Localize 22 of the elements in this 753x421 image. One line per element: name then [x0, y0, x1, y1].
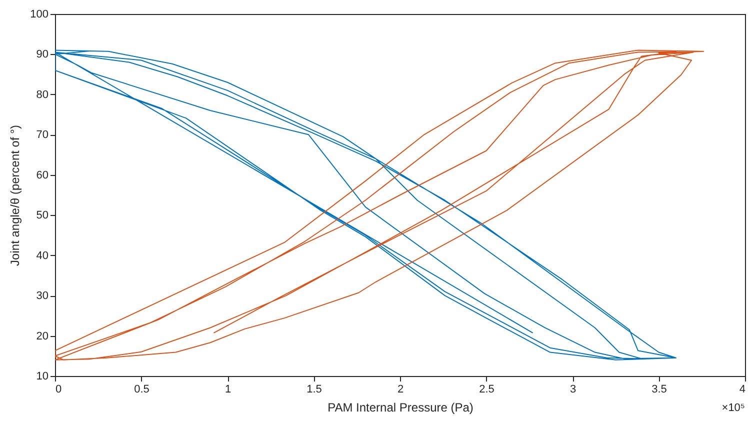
- x-tick-label: 1.5: [306, 384, 322, 396]
- text: ×10⁵: [722, 402, 745, 414]
- x-axis-title: PAM Internal Pressure (Pa): [328, 400, 474, 414]
- x-tick-label: 0.5: [134, 384, 150, 396]
- y-tick-label: 60: [36, 169, 48, 182]
- x-tick-label: 3.5: [652, 384, 667, 396]
- y-tick-label: 30: [36, 290, 48, 302]
- x-tick-label: 2: [397, 384, 404, 396]
- y-tick-label: 20: [36, 330, 48, 342]
- y-tick-label: 80: [36, 88, 48, 101]
- x-tick-label: 3: [570, 384, 576, 396]
- x-tick-label: 0: [56, 384, 62, 396]
- x-tick-label: 4: [739, 384, 746, 396]
- x-tick-label: 1: [224, 384, 232, 396]
- x-tick-label: 2.5: [479, 384, 494, 396]
- y-tick-label: 70: [36, 129, 48, 142]
- y-tick-label: 90: [36, 48, 48, 61]
- y-tick-label: 10: [36, 370, 48, 382]
- y-tick-label: 50: [36, 210, 48, 222]
- y-tick-label: 40: [36, 250, 48, 262]
- y-axis-title: Joint angle/θ (percent of °): [8, 125, 22, 266]
- y-tick-label: 100: [30, 8, 48, 20]
